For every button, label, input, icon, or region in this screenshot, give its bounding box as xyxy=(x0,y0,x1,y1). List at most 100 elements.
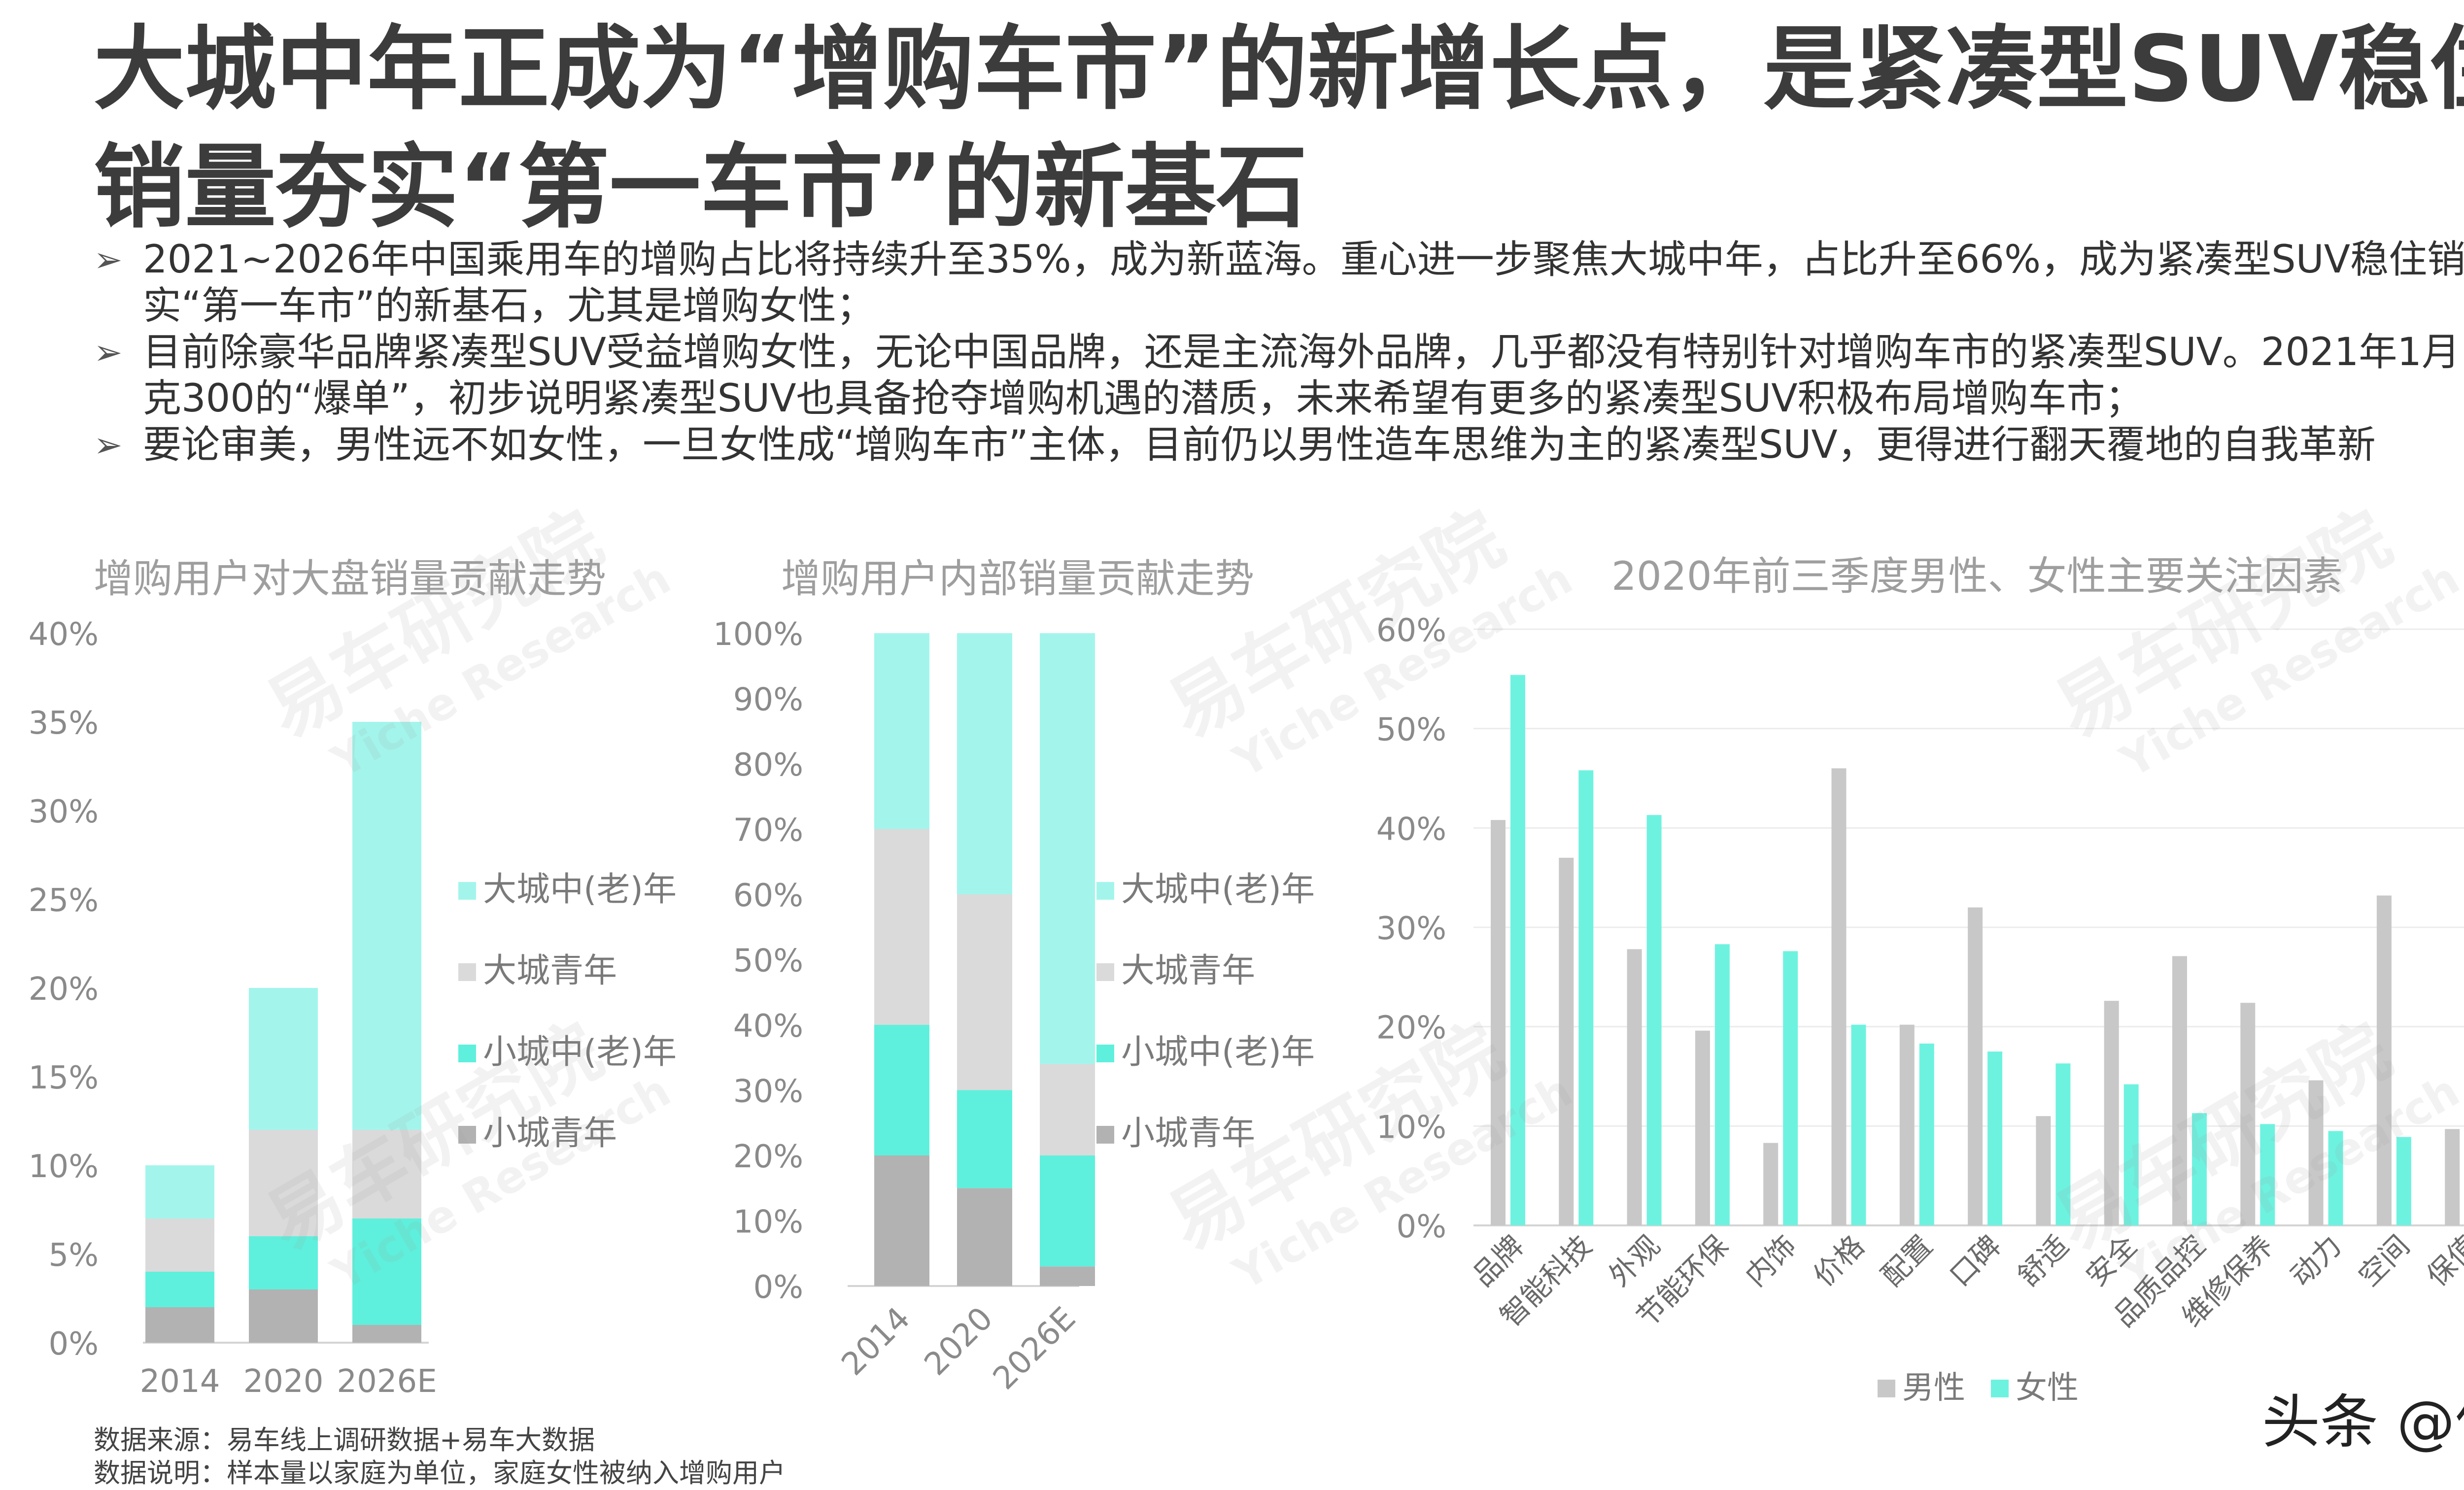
chart3-xtick-label: 保值 xyxy=(2420,1229,2464,1293)
chart3-bar xyxy=(2445,1129,2460,1225)
chart3-bar xyxy=(1831,768,1847,1225)
chart3-bar xyxy=(1559,857,1574,1225)
chart3-title: 2020年前三季度男性、女性主要关注因素 xyxy=(1611,553,2343,599)
chart1-bar-segment xyxy=(249,988,318,1130)
chart2-ytick-label: 80% xyxy=(733,747,803,783)
chart1-legend-label: 大城中(老)年 xyxy=(483,870,677,909)
chart2-bar-segment xyxy=(1040,633,1095,1064)
chart1-bar-segment xyxy=(352,1219,421,1325)
chart3-xtick-label: 内饰 xyxy=(1739,1229,1803,1293)
chart2-xtick-label: 2026E xyxy=(986,1300,1083,1397)
bullet-marker-icon: ➢ xyxy=(94,332,123,372)
chart2-xtick-label: 2014 xyxy=(835,1300,917,1383)
chart2-legend-swatch xyxy=(1096,1126,1114,1144)
data-note: 数据说明：样本量以家庭为单位，家庭女性被纳入增购用户 xyxy=(94,1457,786,1489)
chart3-bar xyxy=(1919,1043,1934,1225)
chart3-bar xyxy=(1714,944,1730,1225)
chart1-ytick-label: 40% xyxy=(29,616,99,653)
bullet-marker-icon: ➢ xyxy=(94,425,123,465)
chart2-bar-segment xyxy=(874,1025,929,1155)
chart1-bar-segment xyxy=(145,1272,214,1307)
chart1-bar-segment xyxy=(145,1307,214,1343)
chart2-ytick-label: 60% xyxy=(733,878,803,914)
chart2-ytick-label: 100% xyxy=(713,616,803,653)
chart2-bar-segment xyxy=(957,1090,1012,1188)
chart2-title: 增购用户内部销量贡献走势 xyxy=(781,556,1254,602)
chart3-bar xyxy=(2036,1116,2051,1225)
chart3-ytick-label: 40% xyxy=(1376,811,1446,847)
chart3-xtick-label: 动力 xyxy=(2284,1229,2348,1293)
chart1-ytick-label: 0% xyxy=(48,1326,99,1362)
chart3-xtick-label: 价格 xyxy=(1807,1229,1871,1293)
chart3-bar xyxy=(1968,907,1983,1225)
chart2-legend-label: 小城中(老)年 xyxy=(1121,1033,1315,1072)
bullet-text: 目前除豪华品牌紧凑型SUV受益增购女性，无论中国品牌，还是主流海外品牌，几乎都没… xyxy=(143,330,2464,421)
chart2-ytick-label: 0% xyxy=(753,1269,803,1306)
bullet-item: ➢ 要论审美，男性远不如女性，一旦女性成“增购车市”主体，目前仍以男性造车思维为主… xyxy=(94,422,2464,468)
chart2-legend-swatch xyxy=(1096,963,1114,981)
chart3-ytick-label: 0% xyxy=(1396,1209,1446,1245)
bullet-marker-icon: ➢ xyxy=(94,239,123,280)
chart3-ytick-label: 20% xyxy=(1376,1010,1446,1047)
chart3-bar xyxy=(2055,1063,2071,1225)
page-title: 大城中年正成为“增购车市”的新增长点，是紧凑型SUV稳住销量夯实“第一车市”的新… xyxy=(94,16,2464,240)
chart3-legend-label: 男性 xyxy=(1902,1370,1965,1406)
chart2-bar-segment xyxy=(874,1155,929,1286)
chart2-bar-segment xyxy=(1040,1266,1095,1286)
chart3-bar xyxy=(2396,1137,2411,1225)
chart3-ytick-label: 10% xyxy=(1376,1109,1446,1146)
chart2-legend-swatch xyxy=(1096,1045,1114,1062)
chart2-bar-segment xyxy=(874,829,929,1025)
chart1-legend-swatch xyxy=(458,882,476,900)
chart2-ytick-label: 10% xyxy=(733,1204,803,1241)
chart1-ytick-label: 25% xyxy=(29,882,99,919)
chart2-bar-segment xyxy=(874,633,929,829)
chart3-legend-swatch xyxy=(1991,1380,2009,1397)
chart1-bar-segment xyxy=(249,1289,318,1343)
chart2-bar-segment xyxy=(957,894,1012,1090)
chart2-legend-label: 大城青年 xyxy=(1121,951,1255,990)
chart1-bar-segment xyxy=(249,1130,318,1236)
chart3-bar xyxy=(1763,1143,1779,1225)
chart3-bar xyxy=(1899,1024,1915,1225)
chart1-xtick-label: 2014 xyxy=(140,1363,220,1400)
chart3-bar xyxy=(2192,1113,2207,1225)
chart3-legend-label: 女性 xyxy=(2016,1370,2079,1406)
chart3-bar xyxy=(2240,1003,2256,1225)
chart3-ytick-label: 60% xyxy=(1376,612,1446,649)
chart1-ytick-label: 30% xyxy=(29,794,99,830)
chart2-legend-label: 小城青年 xyxy=(1121,1114,1255,1153)
chart3-bar xyxy=(1578,770,1594,1225)
chart3-bar xyxy=(2104,1001,2119,1225)
chart3-xtick-label: 配置 xyxy=(1875,1229,1939,1293)
chart1-legend-label: 小城青年 xyxy=(483,1114,617,1153)
chart3-bar xyxy=(1851,1024,1866,1225)
chart1-legend-label: 大城青年 xyxy=(483,951,617,990)
chart2-ytick-label: 50% xyxy=(733,943,803,980)
chart2-bar-segment xyxy=(957,633,1012,894)
chart2-legend-swatch xyxy=(1096,882,1114,900)
chart1-ytick-label: 35% xyxy=(29,705,99,742)
chart3-bar xyxy=(2123,1084,2139,1225)
chart3-bar xyxy=(2260,1124,2275,1225)
chart2-legend-label: 大城中(老)年 xyxy=(1121,870,1315,909)
chart1-bar-segment xyxy=(352,722,421,1130)
chart3-bar xyxy=(1987,1051,2003,1225)
bullet-item: ➢ 2021~2026年中国乘用车的增购占比将持续升至35%，成为新蓝海。重心进一… xyxy=(94,237,2464,329)
chart3-bar xyxy=(1491,820,1506,1225)
chart3-bar xyxy=(1646,815,1662,1225)
chart1-legend-swatch xyxy=(458,963,476,981)
chart2-ytick-label: 70% xyxy=(733,813,803,849)
chart2-ytick-label: 40% xyxy=(733,1008,803,1045)
bullet-item: ➢ 目前除豪华品牌紧凑型SUV受益增购女性，无论中国品牌，还是主流海外品牌，几乎都… xyxy=(94,329,2464,422)
bullet-list: ➢ 2021~2026年中国乘用车的增购占比将持续升至35%，成为新蓝海。重心进一… xyxy=(94,237,2464,468)
chart3-legend-swatch xyxy=(1878,1380,1895,1397)
chart1-legend-label: 小城中(老)年 xyxy=(483,1033,677,1072)
chart1-xtick-label: 2020 xyxy=(243,1363,324,1400)
chart2-ytick-label: 90% xyxy=(733,682,803,718)
chart2-bar-segment xyxy=(957,1188,1012,1286)
chart3-ytick-label: 30% xyxy=(1376,911,1446,947)
chart3-bar xyxy=(1783,951,1798,1225)
chart3-xtick-label: 舒适 xyxy=(2011,1229,2075,1293)
